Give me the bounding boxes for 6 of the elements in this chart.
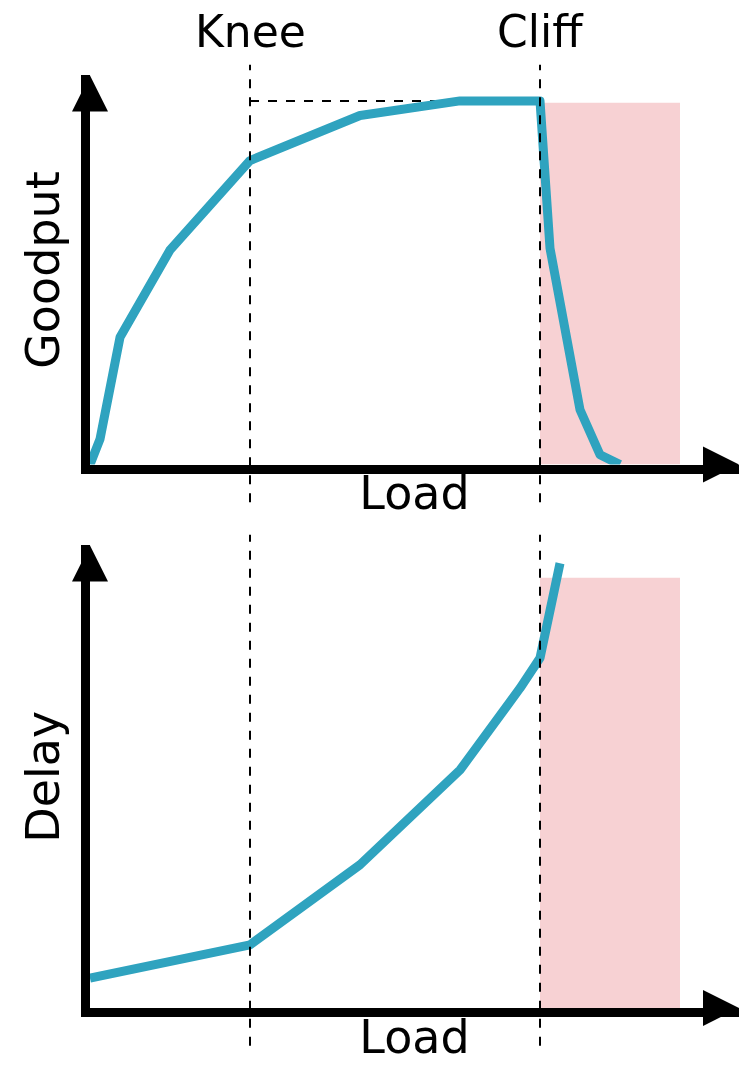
- text: Knee: [195, 6, 306, 57]
- text: Cliff: [497, 6, 585, 57]
- y-axis-title: Goodput: [16, 171, 71, 369]
- x-axis-title: Load: [359, 466, 470, 521]
- y-axis-title: Delay: [16, 710, 71, 843]
- x-axis-title: Load: [359, 1009, 470, 1064]
